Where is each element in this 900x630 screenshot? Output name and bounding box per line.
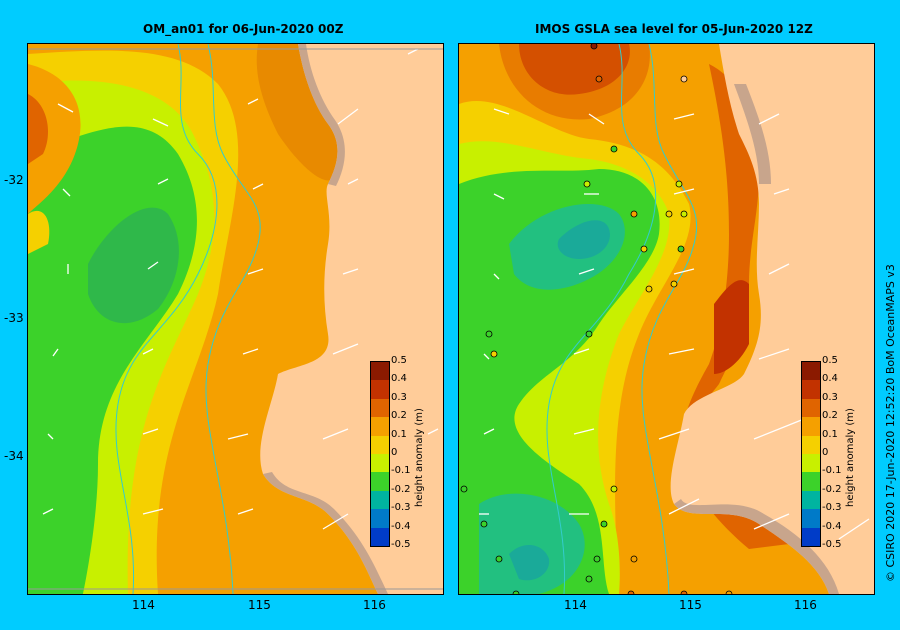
colorbar-tick-label: 0.4 [822,373,838,384]
colorbar-tick-label: -0.5 [391,539,411,550]
colorbar-tick-label: -0.3 [391,502,411,513]
colorbar-swatch [371,509,389,527]
colorbar-swatch [802,436,820,454]
colorbar-tick-label: -0.1 [822,465,842,476]
copyright-text: © CSIRO 2020 17-Jun-2020 12:52:20 BoM Oc… [884,264,897,582]
colorbar-swatch [802,362,820,380]
colorbar-tick-label: -0.3 [822,502,842,513]
colorbar-swatch [371,472,389,490]
colorbar-swatch [802,528,820,546]
colorbar-swatch [802,399,820,417]
colorbar-swatch [371,362,389,380]
colorbar-tick-label: 0.1 [822,429,838,440]
colorbar-swatch [802,454,820,472]
colorbar-swatch [371,491,389,509]
colorbar-tick-label: -0.1 [391,465,411,476]
colorbar-swatch [371,436,389,454]
colorbar-tick-label: 0.5 [822,355,838,366]
colorbar-title: height anomaly (m) [845,408,856,507]
y-tick-label: -33 [4,311,24,325]
colorbar-tick-label: 0.3 [822,392,838,403]
colorbar-tick-label: -0.2 [391,484,411,495]
x-tick-label: 114 [564,598,587,612]
colorbar-swatch [802,491,820,509]
colorbar-right [801,361,821,547]
colorbar-tick-label: 0.3 [391,392,407,403]
colorbar-tick-label: 0.2 [391,410,407,421]
x-tick-label: 116 [794,598,817,612]
colorbar-swatch [802,472,820,490]
colorbar-tick-label: 0.1 [391,429,407,440]
colorbar-swatch [371,380,389,398]
y-tick-label: -34 [4,449,24,463]
colorbar-swatch [371,417,389,435]
x-tick-label: 115 [679,598,702,612]
colorbar-tick-label: 0 [822,447,828,458]
colorbar-swatch [802,380,820,398]
y-tick-label: -32 [4,173,24,187]
colorbar-swatch [371,399,389,417]
colorbar-tick-label: 0.2 [822,410,838,421]
colorbar-swatch [802,509,820,527]
colorbar-tick-label: -0.5 [822,539,842,550]
x-tick-label: 114 [132,598,155,612]
right-map-title: IMOS GSLA sea level for 05-Jun-2020 12Z [535,22,813,36]
colorbar-tick-label: -0.4 [391,521,411,532]
colorbar-tick-label: 0.4 [391,373,407,384]
x-tick-label: 116 [363,598,386,612]
colorbar-tick-label: -0.4 [822,521,842,532]
x-tick-label: 115 [248,598,271,612]
colorbar-swatch [371,528,389,546]
colorbar-left [370,361,390,547]
colorbar-tick-label: 0.5 [391,355,407,366]
left-map-title: OM_an01 for 06-Jun-2020 00Z [143,22,343,36]
colorbar-swatch [802,417,820,435]
colorbar-swatch [371,454,389,472]
colorbar-tick-label: -0.2 [822,484,842,495]
colorbar-title: height anomaly (m) [414,408,425,507]
colorbar-tick-label: 0 [391,447,397,458]
